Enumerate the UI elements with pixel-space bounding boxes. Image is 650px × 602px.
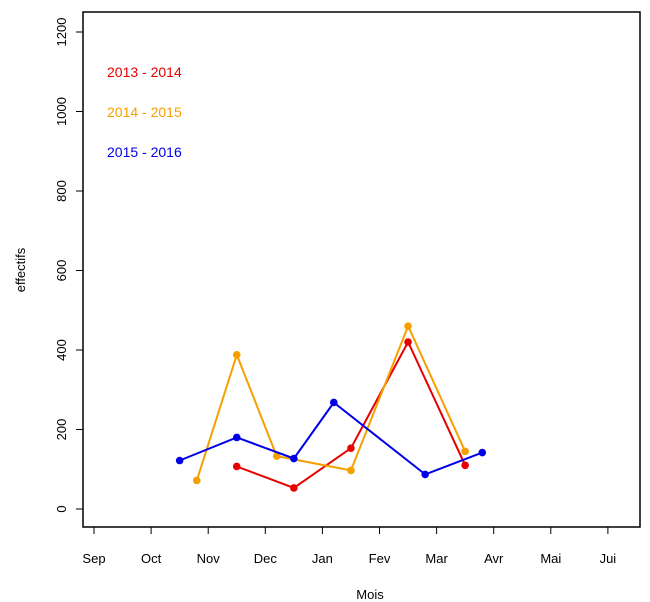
series-2 — [192, 322, 469, 485]
y-tick-label: 600 — [54, 260, 69, 282]
y-tick-label: 1000 — [54, 97, 69, 126]
x-tick-label: Mai — [540, 551, 561, 566]
series-3 — [175, 398, 487, 479]
x-tick-label: Jan — [312, 551, 333, 566]
series-line — [195, 325, 467, 481]
series-1 — [232, 338, 469, 492]
series-line — [179, 401, 483, 476]
x-tick-label: Dec — [254, 551, 278, 566]
x-axis-title: Mois — [356, 587, 384, 602]
axes: Sep Oct Nov Dec Jan Fev Mar Avr Mai Jui 0 200 400 600… — [54, 18, 616, 566]
y-tick-label: 0 — [54, 505, 69, 512]
data-point — [421, 470, 429, 479]
data-point — [290, 484, 298, 492]
data-point — [232, 462, 241, 471]
legend-entry: 2014 - 2015 — [107, 104, 182, 120]
x-tick-label: Mar — [425, 551, 448, 566]
data-point — [330, 398, 338, 407]
y-tick-label: 400 — [54, 339, 69, 361]
data-point — [192, 476, 201, 485]
legend-entry: 2015 - 2016 — [107, 144, 182, 160]
data-point — [232, 350, 241, 359]
x-tick-label: Nov — [197, 551, 221, 566]
data-point — [175, 456, 184, 465]
data-point — [347, 466, 355, 475]
x-tick-label: Oct — [141, 551, 162, 566]
x-tick-label: Avr — [484, 551, 504, 566]
data-point — [478, 448, 487, 457]
x-tick-label: Jui — [600, 551, 617, 566]
data-point — [232, 433, 241, 442]
data-point — [347, 444, 355, 452]
data-point — [290, 454, 298, 463]
data-point — [272, 452, 281, 460]
data-point — [404, 322, 412, 330]
plot-frame — [82, 11, 641, 528]
y-tick-label: 200 — [54, 419, 69, 441]
y-tick-label: 800 — [54, 180, 69, 202]
legend-entry: 2013 - 2014 — [107, 64, 182, 80]
data-point — [461, 461, 469, 470]
data-point — [461, 447, 469, 456]
y-axis-title: effectifs — [13, 247, 28, 292]
x-tick-label: Sep — [82, 551, 105, 566]
data-point — [404, 338, 412, 346]
legend: 2013 - 2014 2014 - 2015 2015 - 2016 — [107, 64, 182, 160]
y-tick-label: 1200 — [54, 18, 69, 47]
series-layer — [175, 322, 487, 492]
x-tick-label: Fev — [369, 551, 391, 566]
